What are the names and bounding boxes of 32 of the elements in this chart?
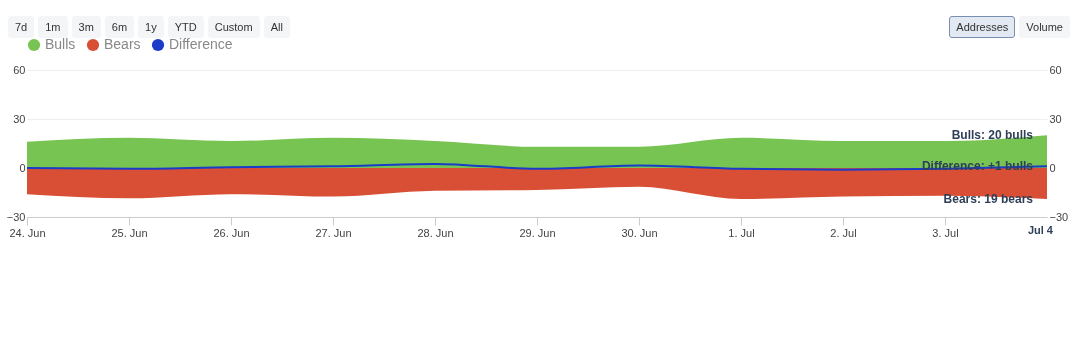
text: Jul 4 [1027,224,1054,236]
legend-label: Bears [104,36,141,52]
range-button: 7d [8,16,35,38]
view-toggle: Addresses [949,16,1016,38]
legend-label: Bulls [45,36,76,52]
y-tick-label: 0 [19,161,26,174]
range-button: 1m [38,16,68,38]
y2-tick-label: 30 [1049,112,1062,125]
y2-tick-label: 0 [1049,161,1056,174]
y-tick-label: 30 [13,112,26,125]
x-tick-label: 30. Jun [621,226,658,239]
x-tick-label: 26. Jun [213,226,250,239]
range-button: 1y [138,16,164,38]
range-button: Custom [207,16,260,38]
y-tick-label: −30 [6,210,26,223]
view-toggle: Volume [1019,16,1070,38]
x-tick-label: 1. Jul [728,226,755,239]
range-button: All [263,16,290,38]
x-tick-label: 24. Jun [9,226,46,239]
y2-tick-label: 60 [1049,63,1062,76]
range-button: YTD [167,16,204,38]
y-tick-label: 60 [13,63,26,76]
x-tick-label: 2. Jul [830,226,857,239]
legend-label: Difference [169,36,233,52]
x-tick-label: 29. Jun [519,226,556,239]
x-tick-label: 25. Jun [111,226,148,239]
x-tick-label: 27. Jun [315,226,352,239]
x-tick-label: 28. Jun [417,226,454,239]
x-tick-label: 3. Jul [932,226,959,239]
range-button: 6m [104,16,135,38]
range-button: 3m [71,16,101,38]
y2-tick-label: −30 [1049,210,1069,223]
